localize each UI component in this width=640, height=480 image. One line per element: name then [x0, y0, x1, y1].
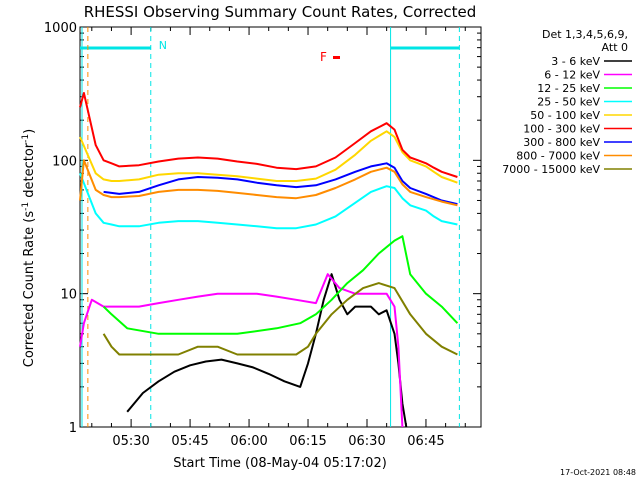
- legend-entry-label: 3 - 6 keV: [551, 55, 600, 68]
- series-line-7: [79, 159, 458, 207]
- x-tick-label: 06:30: [348, 434, 385, 449]
- x-tick-label: 06:00: [230, 434, 267, 449]
- y-tick-label: 1: [69, 421, 77, 436]
- f-flag-mark: [333, 56, 340, 59]
- timestamp: 17-Oct-2021 08:48: [560, 468, 636, 477]
- x-tick-label: 06:15: [289, 434, 326, 449]
- x-tick-label: 05:30: [112, 434, 149, 449]
- x-tick-label: 05:45: [171, 434, 208, 449]
- legend-entry-label: 800 - 7000 keV: [516, 150, 600, 163]
- series-line-8: [102, 282, 458, 356]
- series-line-6: [103, 162, 458, 206]
- y-tick-label: 100: [52, 154, 77, 169]
- chart-title: RHESSI Observing Summary Count Rates, Co…: [84, 3, 477, 21]
- x-axis-label: Start Time (08-May-04 05:17:02): [173, 456, 387, 471]
- x-axis-ticks: 05:30 05:45 06:00 06:15 06:30 06:45: [91, 27, 466, 449]
- legend-entry-label: 6 - 12 keV: [544, 69, 600, 82]
- y-label-part: -1: [21, 134, 31, 143]
- y-axis-label: Corrected Count Rate (s-1 detector-1): [21, 129, 37, 367]
- f-flag-label: F: [320, 50, 327, 64]
- series-line-5: [79, 92, 458, 178]
- y-label-part: ): [22, 129, 37, 134]
- legend-entry-label: 7000 - 15000 keV: [502, 163, 600, 176]
- legend-entry-label: 100 - 300 keV: [523, 123, 600, 136]
- legend-header: Att 0: [602, 41, 628, 54]
- series-line-2: [102, 235, 459, 335]
- y-axis-ticks: 1 10 100 1000: [44, 21, 481, 436]
- series-line-4: [79, 130, 458, 184]
- attenuator-flags: NF: [80, 27, 460, 427]
- legend-entry-label: 12 - 25 keV: [537, 82, 600, 95]
- legend-header: Det 1,3,4,5,6,9,: [542, 28, 628, 41]
- legend-entry-label: 300 - 800 keV: [523, 136, 600, 149]
- y-tick-label: 10: [60, 288, 77, 303]
- legend-entry-label: 50 - 100 keV: [530, 109, 600, 122]
- plot-border: [79, 26, 482, 428]
- plot-frame: [79, 26, 482, 428]
- x-tick-label: 06:45: [407, 434, 444, 449]
- series-lines: [79, 92, 459, 428]
- n-flag-label: N: [159, 39, 167, 52]
- legend-entry-label: 25 - 50 keV: [537, 96, 600, 109]
- y-tick-label: 1000: [44, 21, 77, 36]
- series-line-1: [79, 273, 404, 428]
- y-label-part: Corrected Count Rate (s: [22, 211, 37, 368]
- series-line-3: [79, 172, 458, 230]
- y-label-part: detector: [22, 142, 37, 202]
- y-label-part: -1: [21, 202, 31, 211]
